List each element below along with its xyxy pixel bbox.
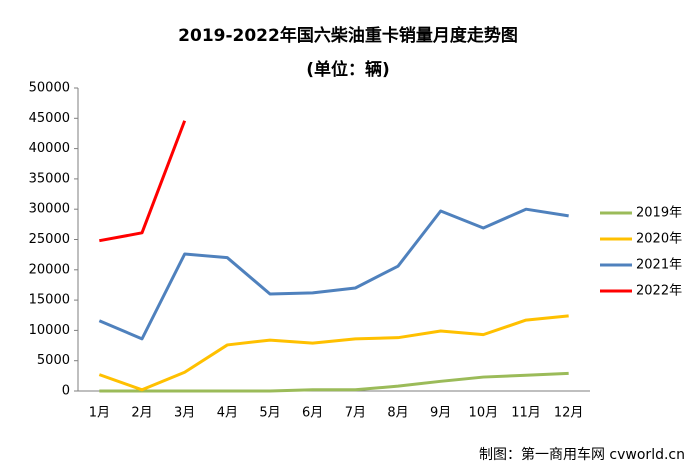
y-tick-label: 50000	[29, 81, 70, 96]
legend-label: 2022年	[636, 284, 682, 299]
series-line	[99, 120, 187, 243]
series-line	[98, 314, 569, 392]
y-tick-label: 30000	[29, 202, 70, 217]
x-tick-label: 5月	[259, 406, 280, 421]
x-tick-label: 7月	[345, 406, 366, 421]
x-tick-label: 10月	[469, 406, 499, 421]
x-tick-label: 2月	[131, 406, 152, 421]
legend-label: 2019年	[636, 206, 682, 221]
y-tick-label: 15000	[29, 293, 70, 308]
x-tick-label: 3月	[174, 406, 195, 421]
x-tick-label: 6月	[302, 406, 323, 421]
series-line	[98, 207, 569, 341]
y-tick-label: 45000	[29, 111, 70, 126]
chart-title: 2019-2022年国六柴油重卡销量月度走势图	[178, 25, 518, 46]
y-tick-label: 5000	[37, 353, 70, 368]
y-tick-label: 35000	[29, 171, 70, 186]
y-tick-label: 20000	[29, 262, 70, 277]
x-tick-label: 8月	[387, 406, 408, 421]
chart-subtitle: (单位：辆)	[306, 59, 390, 80]
y-tick-label: 0	[62, 384, 70, 399]
legend-label: 2021年	[636, 258, 682, 273]
x-tick-label: 9月	[430, 406, 451, 421]
y-tick-label: 10000	[29, 323, 70, 338]
y-tick-label: 25000	[29, 232, 70, 247]
legend-label: 2020年	[636, 232, 682, 247]
x-tick-label: 1月	[89, 406, 110, 421]
x-tick-label: 12月	[554, 406, 584, 421]
x-tick-label: 11月	[511, 406, 541, 421]
x-tick-label: 4月	[217, 406, 238, 421]
source-note: 制图：第一商用车网 cvworld.cn	[479, 446, 685, 463]
y-tick-label: 40000	[29, 141, 70, 156]
series-line	[99, 371, 569, 393]
